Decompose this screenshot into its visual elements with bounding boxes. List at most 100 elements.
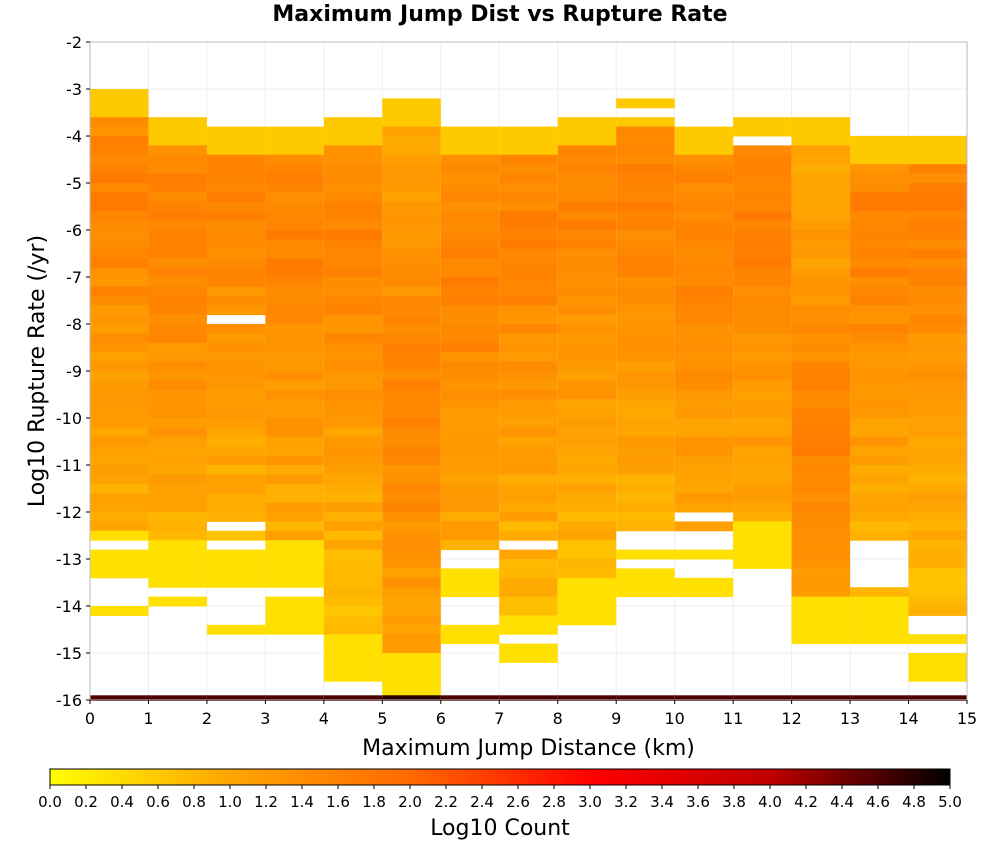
heatmap-cell [791,418,851,428]
heatmap-cell [908,653,967,663]
heatmap-cell [616,389,675,400]
heatmap-cell [674,305,734,316]
heatmap-cell [499,474,558,485]
heatmap-cell [791,136,851,146]
heatmap-cell [850,173,909,184]
heatmap-cell [499,615,558,626]
heatmap-cell [148,342,207,353]
heatmap-cell [382,681,441,692]
heatmap-cell-bottom [850,695,909,701]
heatmap-cell [499,399,558,410]
heatmap-cell [206,465,266,475]
heatmap-cell [850,418,909,428]
colorbar-tick-label: 4.2 [794,793,818,811]
heatmap-cell [382,549,441,560]
x-tick-label: 3 [260,709,270,728]
heatmap-cell [850,201,909,212]
heatmap-cell [674,145,734,156]
heatmap-cell [616,192,675,203]
heatmap-cell [674,493,734,504]
heatmap-cell [440,305,500,316]
heatmap-cell [148,455,207,466]
heatmap-cell [908,662,967,673]
heatmap-cell [499,465,558,475]
heatmap-cell [616,154,675,165]
heatmap-cell [148,333,207,344]
heatmap-cell [616,183,675,193]
heatmap-cell [440,314,500,325]
heatmap-cell [557,117,617,128]
heatmap-cell [791,333,851,344]
y-tick-label: -3 [66,80,82,99]
heatmap-cell [382,455,441,466]
heatmap-cell [908,173,967,184]
heatmap-cell [499,201,558,212]
heatmap-cell [908,258,967,269]
heatmap-cell [850,136,909,146]
heatmap-cell [90,483,149,494]
heatmap-cell [557,427,617,438]
heatmap-cell [382,634,441,645]
heatmap-cell [323,587,383,598]
heatmap-cell-bottom [499,695,558,701]
heatmap-cell [206,483,266,494]
heatmap-cell [674,549,734,560]
heatmap-cell [791,465,851,475]
heatmap-cell [148,230,207,240]
heatmap-cell [674,126,734,137]
heatmap-cell [206,399,266,410]
heatmap-cell [265,192,324,203]
heatmap-cell [850,606,909,616]
heatmap-cell [206,436,266,447]
heatmap-cell [791,483,851,494]
heatmap-cell [557,587,617,598]
heatmap-cell [148,352,207,363]
heatmap-cell [733,230,792,240]
heatmap-cell [265,380,324,391]
heatmap-cell [908,446,967,457]
heatmap-cell [206,239,266,250]
heatmap-cell [674,408,734,419]
y-tick-label: -7 [66,268,82,287]
heatmap-cell [440,248,500,259]
y-tick-label: -5 [66,174,82,193]
heatmap-cell [148,192,207,203]
heatmap-cell [557,615,617,626]
colorbar-tick-label: 3.6 [686,793,710,811]
heatmap-cell [557,549,617,560]
heatmap-cell [557,286,617,297]
heatmap-cell [791,549,851,560]
heatmap-cell [908,408,967,419]
heatmap-cell [323,380,383,391]
heatmap-cell [908,502,967,513]
heatmap-cell [265,126,324,137]
heatmap-cell [323,606,383,616]
heatmap-cell [90,248,149,259]
heatmap-cell [908,154,967,165]
colorbar-tick-label: 4.0 [758,793,782,811]
heatmap-cell [499,183,558,193]
heatmap-cell [382,446,441,457]
heatmap-cell [499,455,558,466]
heatmap-cell [908,371,967,381]
heatmap-cell [499,606,558,616]
heatmap-cell [148,465,207,475]
heatmap-cell [499,352,558,363]
heatmap-cell [733,408,792,419]
heatmap-cell [90,606,149,616]
heatmap-cell [148,164,207,175]
heatmap-cell [440,389,500,400]
heatmap-cell [616,455,675,466]
heatmap-cell [382,145,441,156]
heatmap-cell [616,587,675,598]
heatmap-cell [323,427,383,438]
heatmap-cell [323,455,383,466]
heatmap-cell [674,380,734,391]
heatmap-cell [206,418,266,428]
heatmap-cell [90,399,149,410]
heatmap-cell [323,352,383,363]
x-axis-ticks: 0 1 2 3 4 5 6 7 8 9 10 11 12 13 14 15 [85,700,977,728]
heatmap-cell [148,324,207,334]
heatmap-cell [908,436,967,447]
heatmap-cell [850,380,909,391]
